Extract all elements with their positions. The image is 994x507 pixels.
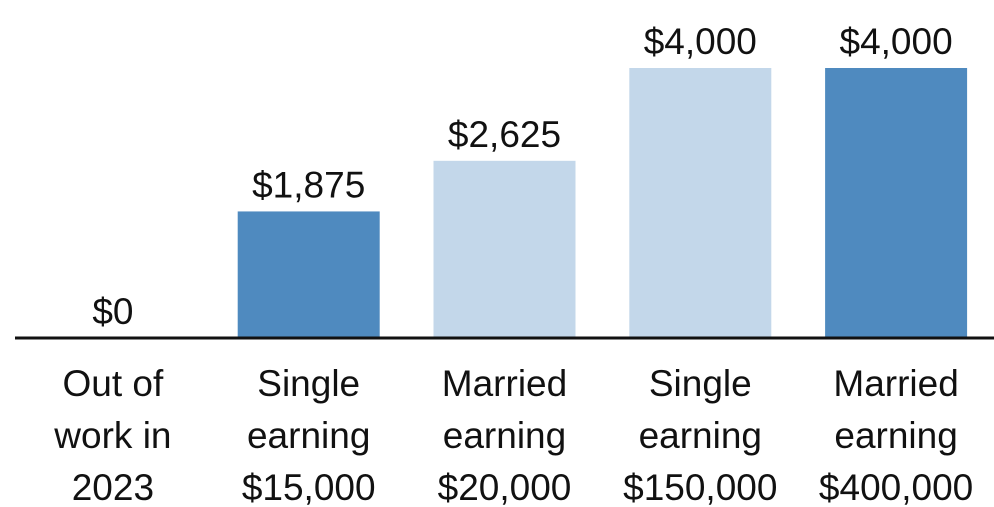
value-label: $1,875 xyxy=(252,164,365,205)
x-tick-label: Single xyxy=(257,363,360,404)
bar xyxy=(433,160,576,338)
x-tick-label: Out of xyxy=(63,363,164,404)
bar xyxy=(629,68,772,338)
x-tick-label: earning xyxy=(834,415,957,456)
bar xyxy=(237,211,380,338)
x-tick-label: Married xyxy=(442,363,567,404)
x-tick-label: earning xyxy=(639,415,762,456)
x-tick-label: $15,000 xyxy=(242,467,376,507)
x-tick-label: earning xyxy=(247,415,370,456)
x-tick-label: 2023 xyxy=(72,467,154,507)
bar xyxy=(825,68,968,338)
value-label: $4,000 xyxy=(840,21,953,62)
x-tick-label: Married xyxy=(833,363,958,404)
x-tick-label: $20,000 xyxy=(438,467,572,507)
x-tick-label: Single xyxy=(649,363,752,404)
x-tick-label: $400,000 xyxy=(819,467,973,507)
x-tick-label: earning xyxy=(443,415,566,456)
value-label: $2,625 xyxy=(448,114,561,155)
value-label: $4,000 xyxy=(644,21,757,62)
x-tick-label: work in xyxy=(53,415,171,456)
value-label: $0 xyxy=(92,291,133,332)
x-tick-label: $150,000 xyxy=(623,467,777,507)
